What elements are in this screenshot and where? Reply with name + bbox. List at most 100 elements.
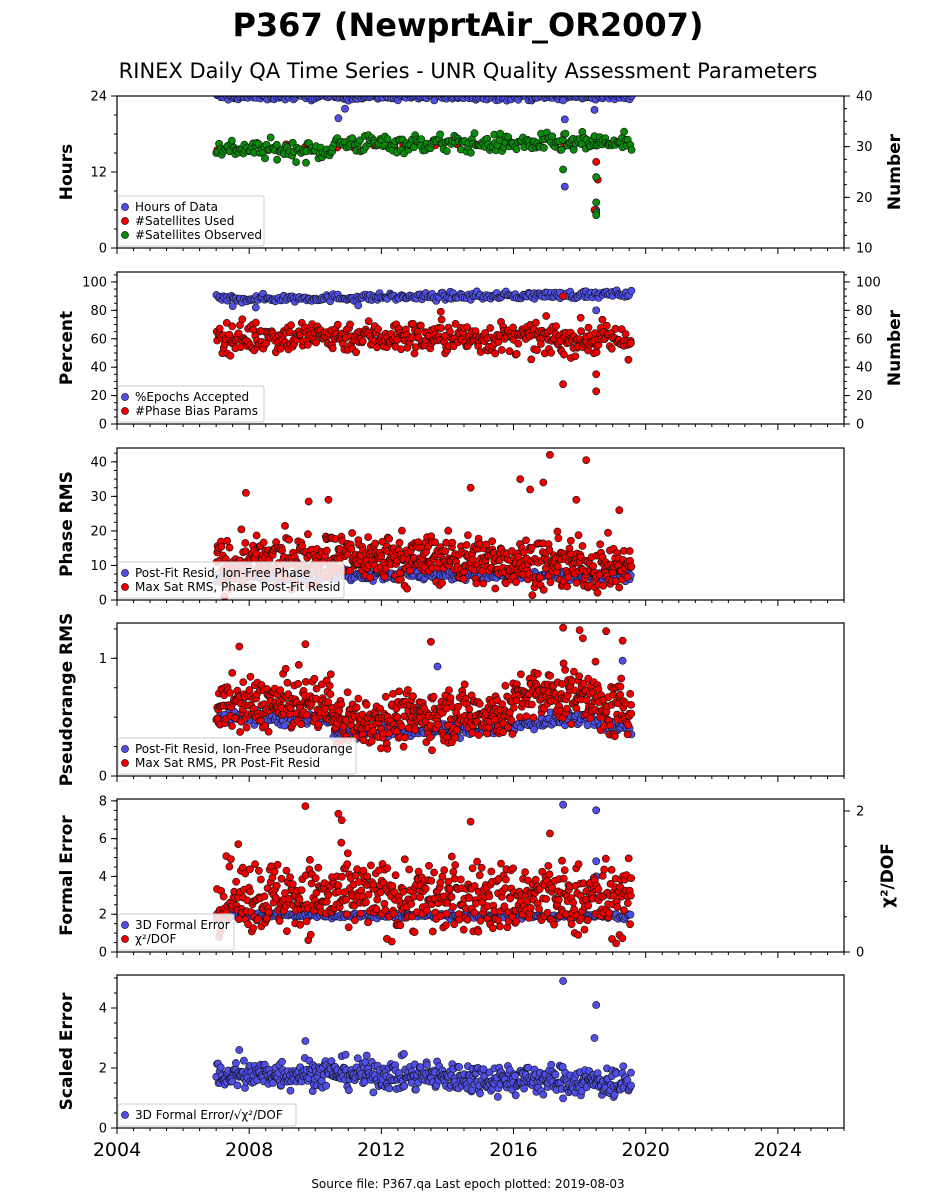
data-point: [344, 1086, 353, 1094]
data-point: [391, 871, 400, 880]
data-point: [627, 874, 636, 882]
data-point: [553, 527, 562, 536]
data-point: [354, 694, 363, 703]
data-point: [621, 330, 630, 338]
data-point: [325, 681, 334, 690]
data-point: [275, 917, 284, 925]
data-point: [532, 318, 540, 327]
data-point: [442, 909, 451, 918]
plot-frame: [116, 95, 845, 249]
data-point: [334, 114, 343, 123]
data-point: [584, 901, 593, 910]
data-point: [580, 925, 589, 934]
data-point: [416, 321, 425, 330]
data-point: [599, 581, 608, 590]
data-point: [488, 537, 496, 546]
data-point: [448, 538, 457, 547]
data-point: [589, 562, 598, 570]
data-point: [236, 343, 245, 351]
data-point: [337, 872, 346, 881]
y-tick-label: 12: [90, 166, 107, 181]
data-point: [363, 872, 372, 881]
data-point: [466, 817, 475, 826]
y2-tick-label: 40: [856, 361, 873, 376]
y-tick-label: 0: [99, 242, 107, 257]
data-point: [225, 330, 234, 339]
y-tick-label: 0: [99, 418, 107, 433]
data-point: [409, 319, 417, 328]
y-axis-label: Pseudorange RMS: [57, 613, 77, 787]
data-point: [277, 874, 286, 883]
data-point: [305, 856, 314, 864]
data-point: [592, 173, 601, 181]
data-point: [612, 939, 620, 948]
data-point: [225, 862, 234, 871]
data-point: [225, 543, 234, 552]
data-point: [468, 729, 477, 737]
legend-label: χ²/DOF: [135, 932, 176, 946]
data-point: [302, 158, 310, 167]
data-point: [445, 686, 453, 694]
data-point: [343, 860, 352, 869]
data-point: [403, 584, 411, 593]
data-point: [254, 915, 262, 923]
data-point: [280, 721, 289, 730]
data-point: [526, 904, 535, 912]
data-point: [364, 533, 372, 541]
data-point: [285, 328, 294, 337]
data-point: [326, 670, 335, 679]
data-point: [303, 530, 312, 539]
legend-box: [117, 195, 265, 247]
data-point: [251, 860, 259, 868]
data-point: [488, 924, 497, 933]
data-point: [596, 540, 604, 549]
data-point: [356, 909, 365, 918]
data-point: [604, 528, 612, 537]
data-point: [584, 323, 593, 332]
data-point: [411, 726, 420, 734]
data-point: [446, 327, 454, 336]
data-point: [397, 345, 405, 354]
y-tick-label: 4: [99, 1002, 107, 1017]
data-point: [387, 937, 396, 946]
y2-tick-label: 0: [856, 946, 864, 961]
data-point: [583, 916, 592, 925]
legend-label: #Satellites Used: [135, 214, 234, 228]
data-point: [383, 864, 392, 872]
data-point: [294, 661, 303, 669]
data-point: [337, 816, 346, 825]
data-point: [347, 544, 356, 553]
data-point: [527, 543, 536, 552]
data-point: [261, 722, 270, 730]
data-point: [536, 573, 544, 582]
data-point: [307, 879, 316, 888]
legend-marker: [121, 935, 129, 943]
data-point: [611, 732, 619, 741]
data-point: [554, 562, 562, 571]
data-point: [423, 1061, 431, 1069]
data-point: [237, 525, 246, 534]
data-point: [627, 709, 636, 718]
legend-label: #Phase Bias Params: [135, 404, 258, 418]
data-point: [428, 927, 437, 936]
data-point: [570, 667, 578, 676]
data-point: [537, 340, 545, 348]
data-point: [405, 865, 414, 874]
data-point: [281, 664, 290, 673]
plot-points: [212, 800, 636, 948]
data-point: [395, 687, 403, 696]
data-point: [627, 286, 636, 295]
data-point: [352, 703, 361, 712]
data-point: [264, 727, 273, 736]
data-point: [333, 320, 342, 329]
data-point: [552, 322, 560, 330]
data-point: [558, 856, 566, 865]
data-point: [564, 573, 573, 582]
data-point: [261, 154, 269, 163]
data-point: [540, 143, 548, 152]
data-point: [403, 686, 412, 694]
y2-tick-label: 20: [856, 191, 873, 206]
data-point: [583, 721, 592, 730]
data-point: [287, 321, 295, 329]
